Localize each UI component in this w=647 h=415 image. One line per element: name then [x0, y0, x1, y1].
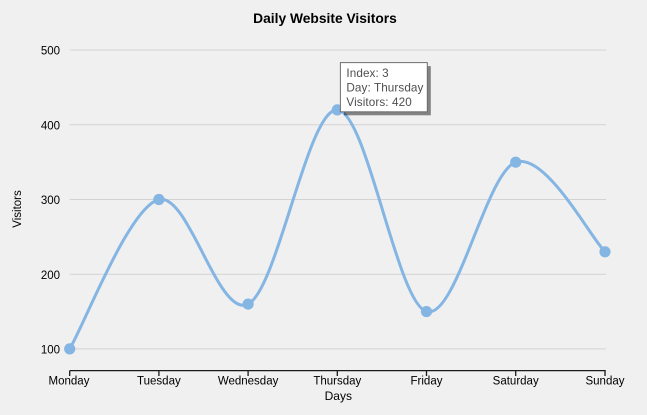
svg-text:Monday: Monday: [49, 376, 90, 388]
svg-text:Saturday: Saturday: [493, 376, 539, 388]
svg-text:Thursday: Thursday: [313, 376, 361, 388]
svg-text:300: 300: [41, 195, 60, 207]
svg-text:Visitors: Visitors: [12, 190, 24, 228]
svg-text:Visitors: 420: Visitors: 420: [346, 96, 412, 109]
svg-text:Day: Thursday: Day: Thursday: [346, 81, 423, 94]
svg-text:100: 100: [41, 345, 60, 357]
svg-text:500: 500: [41, 46, 60, 58]
svg-text:Daily Website Visitors: Daily Website Visitors: [253, 11, 397, 26]
svg-text:Wednesday: Wednesday: [218, 376, 279, 388]
svg-text:Days: Days: [325, 389, 352, 403]
svg-text:Tuesday: Tuesday: [137, 376, 181, 388]
svg-text:Sunday: Sunday: [585, 376, 624, 388]
svg-text:400: 400: [41, 120, 60, 132]
svg-text:200: 200: [41, 270, 60, 282]
svg-text:Index: 3: Index: 3: [346, 67, 388, 80]
svg-text:Friday: Friday: [411, 376, 443, 388]
